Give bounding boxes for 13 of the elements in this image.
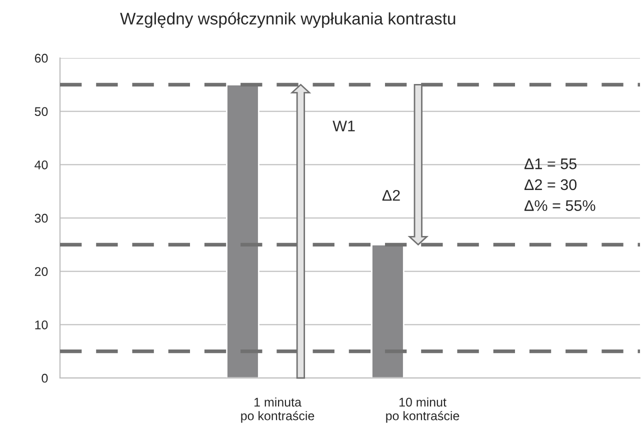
y-tick-label: 0: [42, 374, 48, 383]
x-tick-label: 10 minut po kontraście: [386, 397, 460, 423]
annotation: W1: [332, 120, 355, 132]
y-tick-label: 60: [34, 54, 48, 63]
annotation: Δ1 = 55 Δ2 = 30 Δ% = 55%: [524, 158, 596, 211]
y-tick-label: 50: [34, 107, 48, 116]
y-tick-label: 20: [34, 267, 48, 276]
y-tick-label: 40: [34, 160, 48, 170]
y-tick-label: 10: [35, 320, 48, 330]
chart-title: Względny współczynnik wypłukania kontrastu: [120, 12, 456, 28]
x-tick-label: 1 minuta po kontraście: [241, 397, 314, 423]
y-tick-label: 30: [34, 214, 48, 223]
annotation: Δ2: [382, 190, 400, 201]
